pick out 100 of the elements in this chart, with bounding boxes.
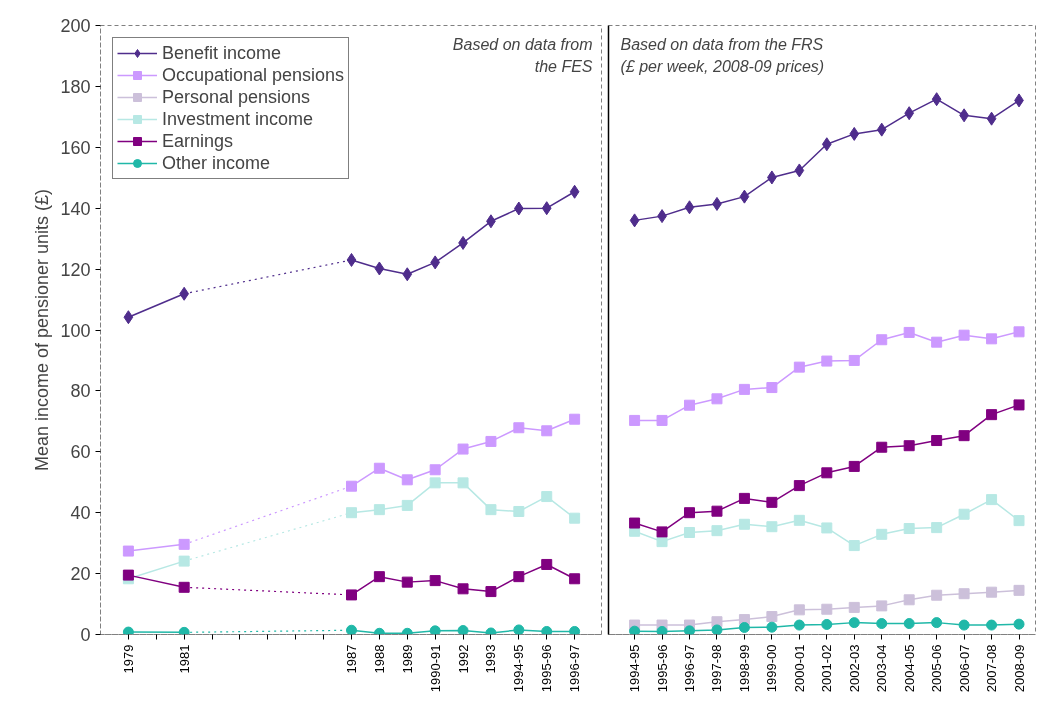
y-tick-label: 20 (70, 564, 91, 585)
x-tick-label: 2006-07 (956, 644, 972, 693)
point (346, 589, 357, 601)
point (684, 526, 696, 538)
x-tick-label: 1995-96 (539, 644, 555, 693)
legend-label: Occupational pensions (162, 64, 345, 86)
y-tick-label: 120 (60, 259, 91, 280)
point (123, 310, 134, 325)
point (656, 526, 668, 538)
point (629, 414, 641, 426)
point (986, 619, 998, 631)
x-tick-label: 1988 (371, 644, 387, 674)
point (629, 213, 640, 228)
point (485, 586, 497, 598)
point (513, 422, 525, 434)
x-tick-label: 2002-03 (846, 644, 862, 693)
point (986, 586, 998, 598)
point (711, 525, 723, 537)
point (401, 474, 413, 486)
legend-label: Investment income (162, 108, 314, 130)
point (931, 92, 942, 107)
point (178, 626, 190, 635)
point (903, 618, 915, 630)
point (793, 480, 805, 492)
point (903, 594, 915, 606)
point (122, 626, 134, 635)
point (876, 441, 888, 453)
point (429, 625, 441, 635)
point (401, 576, 413, 588)
point (485, 504, 497, 516)
x-tick-label: 1994-95 (511, 644, 527, 693)
point (656, 414, 668, 426)
point (178, 538, 190, 550)
legend-label: Earnings (162, 130, 234, 152)
y-tick-label: 80 (70, 381, 91, 402)
point (373, 504, 385, 516)
point (848, 540, 860, 552)
point (794, 163, 805, 178)
point (684, 625, 696, 635)
x-tick-label: 1994-95 (627, 644, 643, 693)
point (958, 508, 970, 520)
point (821, 522, 833, 534)
x-tick-label: 1995-96 (654, 644, 670, 693)
point (958, 329, 970, 341)
point (541, 491, 553, 503)
point (457, 477, 469, 489)
x-tick-label: 1997-98 (709, 644, 725, 693)
point (738, 492, 750, 504)
point (346, 624, 357, 635)
x-tick-label: 1990-91 (427, 644, 443, 693)
point (346, 507, 357, 519)
point (931, 589, 943, 601)
x-tick-label: 2007-08 (984, 644, 1000, 693)
point (821, 467, 833, 479)
x-tick-label: 1996-97 (682, 644, 698, 693)
point (541, 625, 553, 635)
annotation: Based on data from the FES (452, 35, 593, 75)
point (122, 569, 134, 581)
point (738, 518, 750, 530)
point (429, 477, 441, 489)
point (1013, 618, 1025, 630)
x-tick-label: 1987 (344, 644, 359, 674)
x-tick-label: 1981 (176, 644, 192, 674)
y-tick-label: 0 (80, 625, 91, 645)
point (793, 514, 805, 526)
x-tick-label: 2001-02 (819, 644, 835, 693)
point (457, 625, 469, 635)
point (876, 600, 888, 612)
point (821, 355, 833, 367)
point (766, 521, 778, 533)
point (485, 435, 497, 447)
x-tick-label: 2004-05 (901, 644, 917, 693)
point (793, 619, 805, 631)
point (711, 505, 723, 517)
x-tick-label: 1999-00 (764, 644, 780, 693)
point (986, 333, 998, 345)
point (346, 480, 357, 492)
point (373, 571, 385, 583)
point (931, 435, 943, 447)
point (986, 494, 998, 506)
x-tick-label: 2005-06 (929, 644, 945, 693)
point (513, 505, 525, 517)
legend-label: Personal pensions (162, 86, 311, 108)
point (684, 399, 696, 411)
point (629, 517, 641, 529)
point (1013, 399, 1025, 411)
point (986, 111, 997, 126)
point (457, 583, 469, 595)
x-tick-label: 1992 (455, 644, 471, 674)
point (684, 507, 696, 519)
point (711, 624, 723, 635)
x-tick-label: 1996-97 (567, 644, 583, 693)
point (986, 409, 998, 421)
point (429, 464, 441, 476)
y-tick-label: 200 (60, 16, 91, 36)
point (513, 624, 525, 635)
y-tick-label: 140 (60, 198, 91, 219)
point (848, 354, 860, 366)
point (1013, 584, 1025, 596)
point (1013, 515, 1025, 527)
